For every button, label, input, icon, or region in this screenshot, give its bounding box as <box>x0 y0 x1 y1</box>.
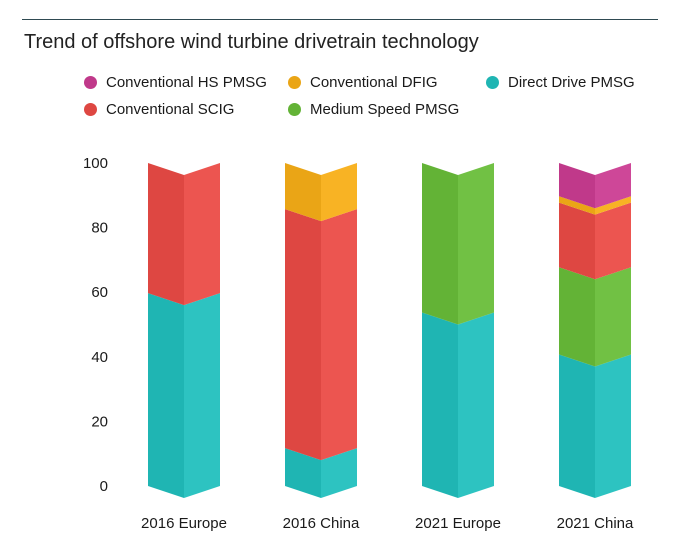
bar-segment-right <box>595 354 631 498</box>
legend-label: Medium Speed PMSG <box>310 101 460 118</box>
legend-label: Conventional DFIG <box>310 74 438 91</box>
x-category-label: 2021 Europe <box>415 515 501 532</box>
bar-segment-left <box>559 196 595 215</box>
bar-segment-right <box>595 163 631 209</box>
bar-segment-left <box>559 354 595 498</box>
x-category-label: 2016 China <box>283 515 360 532</box>
bar-group <box>148 163 220 498</box>
bar-segment-right <box>458 163 494 325</box>
bar-segment-left <box>422 312 458 498</box>
y-tick-label: 40 <box>91 349 108 366</box>
bar-segment-left <box>285 163 321 222</box>
bar-segment-right <box>184 293 220 498</box>
legend-item-medium-speed-pmsg: Medium Speed PMSG <box>288 101 459 118</box>
bar-segment-right <box>321 209 357 461</box>
legend-item-conventional-scig: Conventional SCIG <box>84 101 234 118</box>
bar-segment-right <box>321 163 357 222</box>
bar-group <box>285 163 357 498</box>
x-category-label: 2016 Europe <box>141 515 227 532</box>
bar-segment-left <box>148 163 184 306</box>
legend-swatch <box>84 76 97 89</box>
bar-group <box>422 163 494 498</box>
y-tick-label: 80 <box>91 220 108 237</box>
bar-segment-left <box>285 448 321 498</box>
bar-segment-right <box>321 448 357 498</box>
legend-item-conventional-hs-pmsg: Conventional HS PMSG <box>84 74 267 91</box>
bar-segment-left <box>285 209 321 461</box>
bar-segment-right <box>458 312 494 498</box>
legend-swatch <box>288 103 301 116</box>
bar-segment-left <box>559 163 595 209</box>
legend-swatch <box>288 76 301 89</box>
legend: Conventional HS PMSG Conventional DFIG D… <box>0 0 686 130</box>
top-rule <box>22 19 658 20</box>
bar-segment-right <box>595 267 631 367</box>
legend-swatch <box>486 76 499 89</box>
bar-segment-left <box>422 163 458 325</box>
bar-segment-left <box>559 202 595 280</box>
y-tick-label: 100 <box>83 155 108 172</box>
legend-swatch <box>84 103 97 116</box>
bar-segment-left <box>148 293 184 498</box>
bar-segment-right <box>595 202 631 280</box>
bar-group <box>559 163 631 498</box>
y-tick-label: 0 <box>100 478 108 495</box>
bar-segment-left <box>559 267 595 367</box>
y-tick-label: 20 <box>91 413 108 430</box>
bar-segment-right <box>595 196 631 215</box>
y-tick-label: 60 <box>91 284 108 301</box>
legend-label: Conventional HS PMSG <box>106 74 267 91</box>
x-category-label: 2021 China <box>557 515 634 532</box>
legend-item-direct-drive-pmsg: Direct Drive PMSG <box>486 74 635 91</box>
legend-label: Conventional SCIG <box>106 101 235 118</box>
bar-segment-right <box>184 163 220 306</box>
legend-item-conventional-dfig: Conventional DFIG <box>288 74 438 91</box>
chart-title: Trend of offshore wind turbine drivetrai… <box>24 31 479 53</box>
legend-label: Direct Drive PMSG <box>508 74 635 91</box>
